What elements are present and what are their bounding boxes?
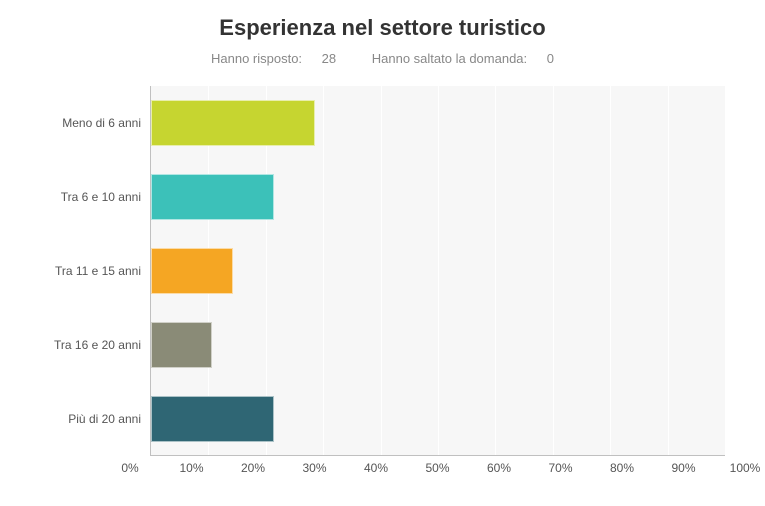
responded-label: Hanno risposto: 28 — [203, 51, 348, 66]
x-tick-label: 50% — [425, 461, 449, 475]
bar — [151, 174, 274, 220]
x-tick-label: 80% — [610, 461, 634, 475]
plot-area: Meno di 6 anni Tra 6 e 10 anni Tra 11 e 15… — [150, 86, 725, 456]
bar — [151, 322, 212, 368]
category-label: Più di 20 anni — [21, 412, 151, 426]
bar-row: Meno di 6 anni — [151, 100, 725, 146]
x-tick-label: 60% — [487, 461, 511, 475]
x-tick-label: 30% — [302, 461, 326, 475]
chart-title: Esperienza nel settore turistico — [20, 15, 745, 41]
x-tick-label: 0% — [121, 461, 138, 475]
bar — [151, 396, 274, 442]
x-tick-label: 20% — [241, 461, 265, 475]
x-tick-label: 10% — [179, 461, 203, 475]
x-tick-label: 40% — [364, 461, 388, 475]
x-tick-label: 70% — [548, 461, 572, 475]
bar-row: Tra 6 e 10 anni — [151, 174, 725, 220]
x-tick-label: 100% — [730, 461, 761, 475]
survey-bar-chart: Esperienza nel settore turistico Hanno r… — [0, 0, 765, 506]
grid-line — [725, 86, 726, 455]
category-label: Meno di 6 anni — [21, 116, 151, 130]
bar — [151, 248, 233, 294]
category-label: Tra 6 e 10 anni — [21, 190, 151, 204]
x-axis: 0%10%20%30%40%50%60%70%80%90%100% — [130, 455, 745, 485]
chart-subtitle: Hanno risposto: 28 Hanno saltato la doma… — [20, 51, 745, 66]
skipped-label: Hanno saltato la domanda: 0 — [364, 51, 562, 66]
bar-row: Tra 16 e 20 anni — [151, 322, 725, 368]
x-tick-label: 90% — [671, 461, 695, 475]
category-label: Tra 11 e 15 anni — [21, 264, 151, 278]
bar — [151, 100, 315, 146]
bar-row: Tra 11 e 15 anni — [151, 248, 725, 294]
category-label: Tra 16 e 20 anni — [21, 338, 151, 352]
bar-row: Più di 20 anni — [151, 396, 725, 442]
